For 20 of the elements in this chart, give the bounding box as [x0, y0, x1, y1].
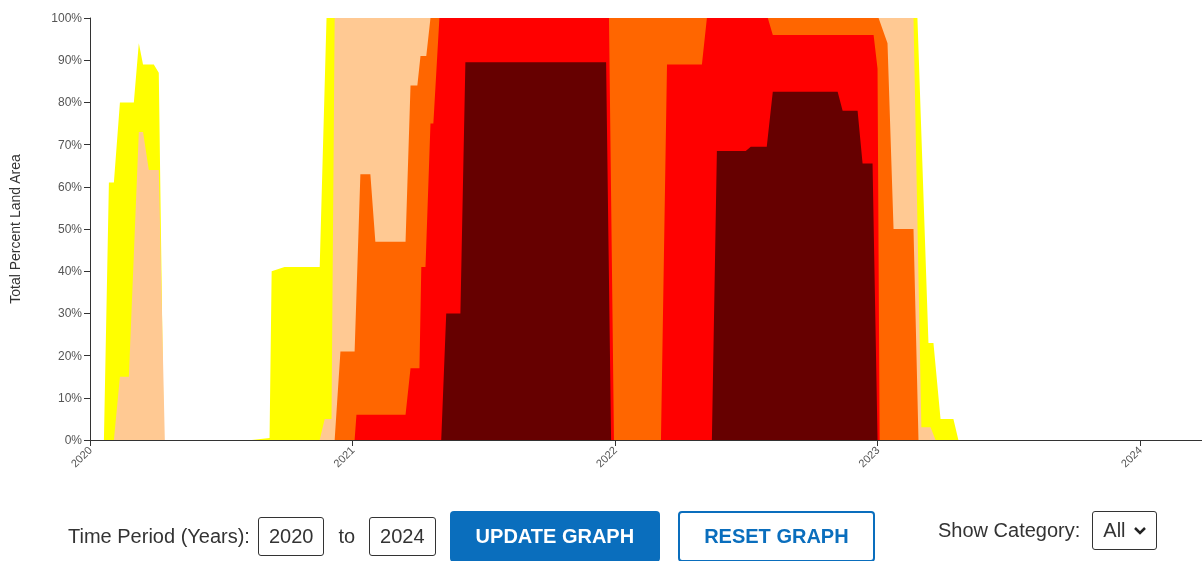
y-tick-label: 50%	[57, 222, 83, 236]
text: Time Period (Years):	[68, 525, 250, 548]
y-tick-label: 70%	[57, 137, 83, 152]
y-tick-label: 40%	[57, 264, 83, 279]
start-year-field: 2020	[257, 517, 325, 556]
update-button: UPDATE GRAPH	[449, 511, 661, 561]
reset-button: RESET GRAPH	[678, 511, 875, 561]
y-tick-label: 60%	[57, 179, 83, 194]
y-axis-title: Total Percent Land Area	[7, 154, 23, 304]
category-dropdown: All	[1092, 511, 1157, 550]
y-tick-label: 20%	[57, 348, 83, 363]
y-tick-label: 0%	[64, 433, 83, 447]
text: Show Category:	[938, 519, 1081, 542]
y-tick-label: 100%	[51, 11, 83, 25]
y-tick-label: 30%	[57, 306, 83, 321]
y-tick-label: 80%	[57, 95, 83, 110]
text: to	[338, 525, 356, 548]
y-tick-label: 90%	[57, 53, 83, 68]
end-year-field: 2024	[369, 517, 436, 556]
y-tick-label: 10%	[57, 390, 83, 405]
